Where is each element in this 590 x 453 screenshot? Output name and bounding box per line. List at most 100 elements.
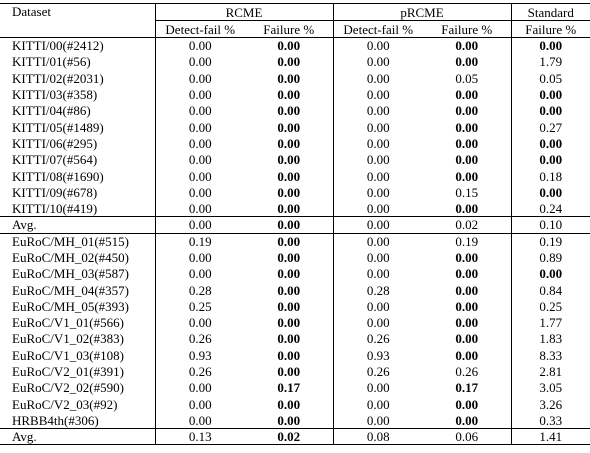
value-cell: 0.00 [245,396,334,413]
table-row: KITTI/04(#86) 0.00 0.00 0.00 0.00 0.00 [0,102,590,119]
value-cell: 0.00 [423,167,512,185]
cell-text: 1.41 [539,429,563,445]
value-cell: 0.00 [245,102,334,119]
cell-text: 2.81 [539,364,563,380]
cell-text: 0.00 [188,54,212,70]
cell-text: 0.00 [366,152,390,168]
value-cell: 0.00 [423,249,512,266]
table-row: KITTI/08(#1690) 0.00 0.00 0.00 0.00 0.18 [0,167,590,185]
table-row: EuRoC/V2_02(#590) 0.00 0.17 0.00 0.17 3.05 [0,379,590,397]
cell-text: 0.28 [188,282,212,298]
cell-text: EuRoC/MH_04(#357) [0,281,156,299]
cell-text: 0.00 [188,38,212,54]
table-row: EuRoC/MH_02(#450) 0.00 0.00 0.00 0.00 0.89 [0,249,590,266]
cell-text: 0.00 [277,135,301,151]
value-cell: 0.00 [511,38,590,54]
cell-text: 0.00 [366,70,390,86]
cell-text: 0.00 [277,217,301,233]
cell-text: 0.00 [277,364,301,380]
cell-text: 0.13 [188,429,212,445]
cell-text: EuRoC/MH_01(#515) [0,233,156,250]
cell-text: 0.00 [188,70,212,86]
cell-text: 0.00 [277,200,301,216]
header-cell: Failure % [511,20,590,38]
cell-text: 0.89 [539,250,563,265]
value-cell: 0.00 [245,37,334,54]
cell-text: KITTI/04(#86) [0,102,156,119]
cell-text: KITTI/03(#358) [0,86,156,103]
table-row: HRBB4th(#306) 0.00 0.00 0.00 0.00 0.33 [0,412,590,429]
cell-text: 0.00 [188,87,212,103]
cell-text: 0.00 [366,184,390,200]
cell-text: EuRoC/MH_03(#587) [0,265,156,282]
cell-text: 0.26 [366,364,390,380]
cell-text: 1.83 [539,331,563,347]
cell-text: 0.00 [277,119,301,135]
cell-text: 0.00 [188,135,212,151]
cell-text: EuRoC/V1_01(#566) [0,314,156,331]
cell-text: 0.00 [455,315,479,331]
table-section: Avg. 0.00 0.00 0.00 0.02 0.10 [0,216,590,234]
cell-text: 1.79 [539,54,563,70]
cell-text: 0.00 [188,119,212,135]
header-cell: Dataset [0,3,156,38]
cell-text: 0.00 [366,200,390,216]
cell-text: 0.00 [455,38,479,54]
cell-text: 0.00 [539,38,563,54]
cell-text: 8.33 [539,347,563,363]
cell-text: KITTI/01(#56) [0,53,156,71]
value-cell: 0.00 [511,135,590,151]
cell-text: 0.00 [455,412,479,428]
value-cell: 0.00 [245,265,334,282]
table-section: EuRoC/MH_01(#515) 0.19 0.00 0.00 0.19 0.19 EuR… [0,233,590,429]
cell-text: 0.00 [455,152,479,168]
cell-text: EuRoC/V2_01(#391) [0,363,156,380]
cell-text: 0.00 [455,396,479,412]
table-row: KITTI/00(#2412) 0.00 0.00 0.00 0.00 0.00 [0,37,590,54]
cell-text: 0.00 [277,152,301,168]
cell-text: KITTI/05(#1489) [0,118,156,136]
column-header-row: Detect-fail % Failure % Detect-fail % Fa… [0,20,590,38]
results-table: Dataset RCME pRCME Standard Detect-fail … [0,3,590,446]
value-cell: 0.00 [423,298,512,315]
cell-text: 0.19 [539,233,563,249]
cell-text: 0.00 [539,135,563,151]
header-cell: Detect-fail % [155,20,245,38]
cell-text: HRBB4th(#306) [0,412,156,429]
value-cell: 0.00 [245,167,334,185]
value-cell: 0.00 [245,347,334,364]
cell-text: 0.00 [188,103,212,119]
cell-text: 0.00 [366,266,390,282]
cell-text: 0.08 [366,429,390,445]
cell-text: 0.00 [455,331,479,347]
cell-text: 0.26 [188,364,212,380]
cell-text: KITTI/06(#295) [0,135,156,152]
cell-text: 0.00 [277,412,301,428]
cell-text: 0.00 [455,119,479,135]
cell-text: 0.00 [366,103,390,119]
cell-text: 0.24 [539,200,563,216]
cell-text: 0.15 [423,184,512,201]
cell-text: 0.00 [455,168,479,184]
value-cell: 0.00 [423,347,512,364]
cell-text: 0.00 [277,315,301,331]
value-cell: 0.00 [423,265,512,282]
value-cell: 0.00 [423,102,512,119]
cell-text: 0.10 [539,217,563,233]
cell-text: 0.17 [277,380,301,396]
table-row: EuRoC/V1_01(#566) 0.00 0.00 0.00 0.00 1.77 [0,314,590,331]
cell-text: 0.00 [366,233,390,249]
value-cell: 0.00 [245,249,334,266]
value-cell: 0.00 [245,184,334,201]
cell-text: 0.00 [366,135,390,151]
cell-text: Avg. [0,428,156,445]
value-cell: 0.02 [245,428,334,445]
cell-text: 0.19 [188,233,212,249]
value-cell: 0.17 [245,379,334,397]
cell-text: 0.00 [366,412,390,428]
value-cell: 0.00 [245,216,334,234]
cell-text: 0.00 [277,233,301,249]
cell-text: 0.00 [188,315,212,331]
value-cell: 0.00 [245,53,334,71]
cell-text: 0.00 [188,200,212,216]
